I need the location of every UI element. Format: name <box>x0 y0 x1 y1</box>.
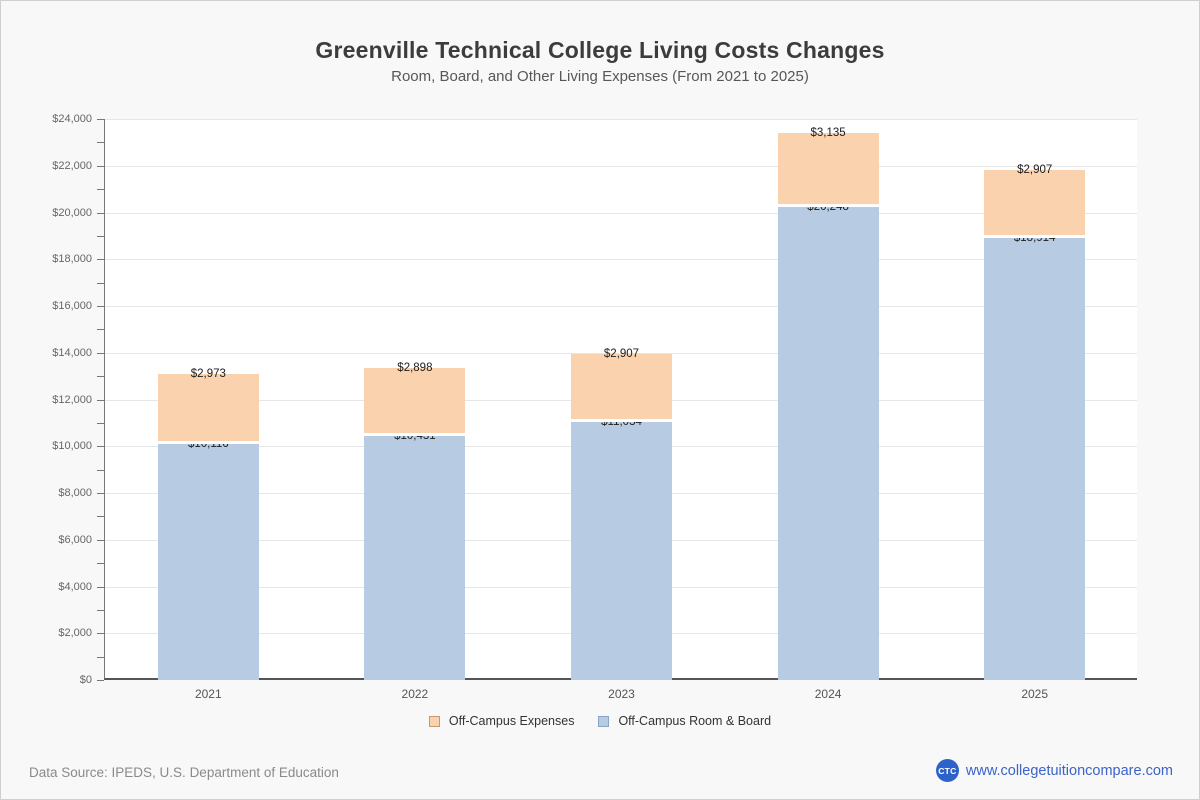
y-axis-label: $20,000 <box>52 206 92 219</box>
ctc-logo-icon: CTC <box>935 759 959 782</box>
bar-segment-expenses-2023[interactable] <box>571 354 672 423</box>
y-axis-tick <box>97 563 104 565</box>
bar-segment-room-board-2025[interactable] <box>984 237 1086 680</box>
y-axis-tick <box>97 352 104 354</box>
y-axis-tick <box>97 235 104 237</box>
y-axis-tick <box>97 259 104 261</box>
bar-value-label: $3,135 <box>810 127 846 140</box>
y-axis-label: $22,000 <box>52 159 92 172</box>
y-axis-tick <box>97 680 104 681</box>
x-axis-label: 2022 <box>401 687 429 701</box>
legend-label-room-board: Off-Campus Room & Board <box>618 714 772 728</box>
y-axis-label: $2,000 <box>58 627 92 640</box>
x-axis-label: 2024 <box>814 687 842 701</box>
bar-segment-expenses-2024[interactable] <box>777 133 879 207</box>
y-axis-tick <box>97 493 104 494</box>
y-axis-label: $10,000 <box>52 440 92 453</box>
x-axis-label: 2025 <box>1021 687 1049 701</box>
y-axis-tick <box>97 212 104 214</box>
legend-item-off-campus-room-board[interactable]: Off-Campus Room & Board <box>598 714 771 728</box>
y-axis-label: $14,000 <box>52 346 92 359</box>
legend-swatch-room-board <box>598 715 610 727</box>
y-axis-label: $16,000 <box>52 300 92 312</box>
y-axis-tick <box>97 282 104 284</box>
chart-title: Greenville Technical College Living Cost… <box>315 37 885 63</box>
bar-segment-room-board-2024[interactable] <box>777 206 879 680</box>
bar-value-label: $2,898 <box>397 362 433 375</box>
y-axis-tick <box>97 189 104 191</box>
y-axis-label: $4,000 <box>58 580 92 593</box>
bar-value-label: $2,907 <box>603 348 640 361</box>
y-axis-tick <box>97 609 104 611</box>
gridline <box>105 259 1137 261</box>
gridline <box>105 119 1137 120</box>
bar-segment-room-board-2023[interactable] <box>571 422 672 680</box>
gridline <box>105 165 1137 167</box>
y-axis-tick <box>97 142 104 144</box>
y-axis-tick <box>97 119 104 120</box>
bar-segment-room-board-2021[interactable] <box>157 443 259 680</box>
chart-subtitle: Room, Board, and Other Living Expenses (… <box>391 68 809 85</box>
y-axis-tick <box>97 539 104 541</box>
y-axis-tick <box>97 469 104 471</box>
y-axis-tick <box>97 446 104 448</box>
y-axis-label: $24,000 <box>52 113 92 125</box>
y-axis-tick <box>97 422 104 424</box>
x-axis-label: 2021 <box>194 687 222 701</box>
plot-area: $0 $2,000 $4,000 $6,000 $8,000 $10,000 $12,000… <box>52 113 1137 701</box>
y-axis-label: $8,000 <box>58 487 92 499</box>
website-link[interactable]: CTC www.collegetuitioncompare.com <box>935 759 1173 782</box>
legend-swatch-expenses <box>428 715 440 727</box>
bar-segment-expenses-2025[interactable] <box>984 169 1086 238</box>
y-axis-label: $6,000 <box>58 533 92 546</box>
legend: Off-Campus Expenses Off-Campus Room & Bo… <box>1 714 1199 728</box>
bar-segment-expenses-2022[interactable] <box>364 368 466 437</box>
x-axis-label: 2023 <box>608 687 635 701</box>
y-axis-label: $12,000 <box>52 393 92 406</box>
y-axis-tick <box>97 376 104 378</box>
bar-value-label: $2,907 <box>1017 163 1053 176</box>
y-axis-tick <box>97 399 104 401</box>
bar-segment-expenses-2021[interactable] <box>157 374 259 444</box>
y-axis-tick <box>97 329 104 331</box>
gridline <box>105 306 1137 307</box>
gridline <box>105 352 1137 354</box>
y-axis-tick <box>97 165 104 167</box>
bar-value-label: $2,973 <box>190 368 226 381</box>
legend-label-expenses: Off-Campus Expenses <box>448 714 575 728</box>
legend-item-off-campus-expenses[interactable]: Off-Campus Expenses <box>428 714 575 728</box>
y-axis-label: $18,000 <box>52 253 92 266</box>
website-url: www.collegetuitioncompare.com <box>965 762 1173 779</box>
bar-segment-room-board-2022[interactable] <box>364 436 466 680</box>
y-axis-tick <box>97 656 104 658</box>
data-source-text: Data Source: IPEDS, U.S. Department of E… <box>29 765 339 780</box>
y-axis-tick <box>97 633 104 635</box>
y-axis-tick <box>97 586 104 588</box>
y-axis-tick <box>97 306 104 307</box>
y-axis-tick <box>97 516 104 518</box>
gridline <box>105 212 1137 214</box>
y-axis-label: $0 <box>79 674 92 686</box>
